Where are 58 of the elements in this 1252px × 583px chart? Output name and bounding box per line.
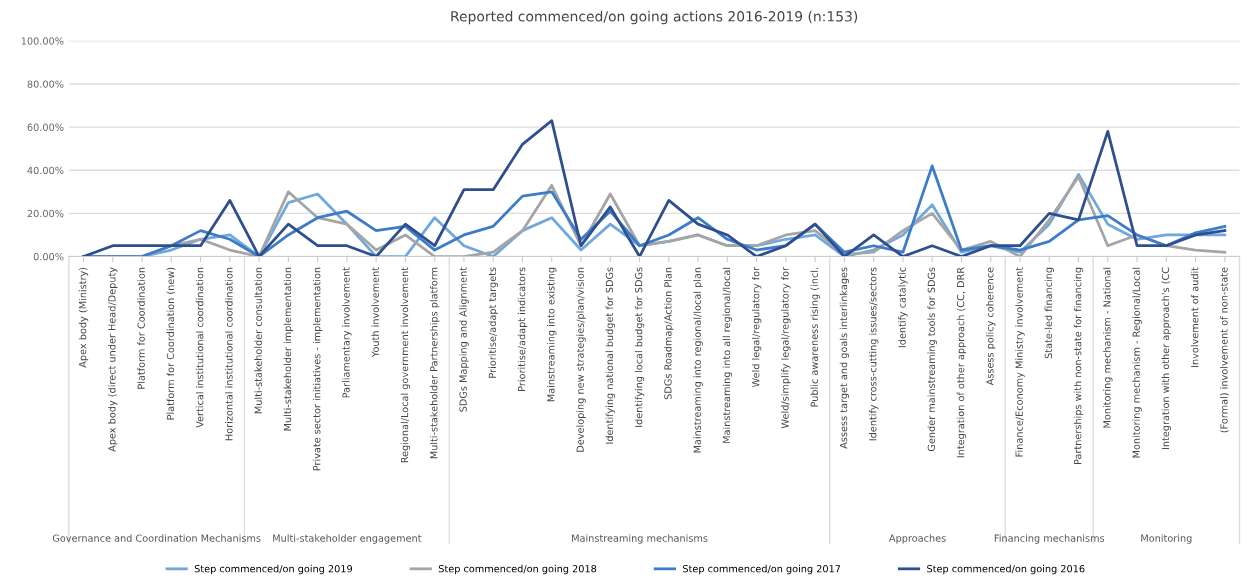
x-tick-label: Platform for Coordination (new) (166, 267, 176, 420)
legend-label: Step commenced/on going 2019 (194, 564, 353, 575)
x-tick-label: Integration of other approach (CC, DRR (956, 267, 967, 458)
x-tick-label: Identifying national budget for SDGs (605, 267, 615, 444)
y-tick-label: 40.00% (27, 166, 64, 175)
x-tick-label: Identifying local budget for SDGs (634, 267, 645, 427)
legend-label: Step commenced/on going 2018 (438, 564, 597, 575)
x-tick-label: Prioritise/adapt indicators (517, 267, 528, 391)
x-tick-label: State-led financing (1044, 267, 1054, 359)
x-tick-label: Weld/simplify legal/regulatory for (781, 266, 791, 429)
x-tick-label: Multi-stakeholder consultation (254, 267, 262, 414)
x-tick-label: SDGs Roadmap/Action Plan (664, 267, 674, 400)
text: Monitoring (1141, 534, 1192, 544)
y-tick-label: 80.00% (27, 80, 64, 88)
x-tick-label: Identify catalytic (898, 267, 908, 348)
x-tick-label: Mainstreaming into all regional/local (722, 267, 733, 443)
x-tick-label: Mainstreaming into existing (547, 267, 557, 402)
x-tick-label: Multi-stakeholder Partnerships platform (429, 267, 440, 459)
text: Governance and Coordination Mechanisms (52, 534, 261, 542)
x-tick-label: Regional/Local government involvement (400, 267, 411, 463)
x-tick-label: Assess target and goals interlinkages (839, 267, 850, 449)
x-tick-label: Finance/Economy Ministry involvement (1015, 267, 1025, 457)
chart-title: Reported commenced/on going actions 2016-2019 (n:153) (451, 10, 858, 25)
x-tick-label: Prioritise/adapt targets (488, 267, 498, 378)
x-tick-label: Multi-stakeholder implementation (283, 267, 294, 431)
x-tick-label: Monitoring mechanism - National (1103, 267, 1113, 428)
x-tick-label: Platform for Coordination (137, 267, 145, 389)
text: Mainstreaming mechanisms (572, 534, 708, 544)
x-tick-label: Youth involvement (371, 267, 379, 358)
x-tick-label: Apex body (Ministry) (78, 267, 89, 368)
text: Multi-stakeholder engagement (273, 534, 422, 544)
x-tick-label: Public awareness rising (incl. (810, 267, 820, 407)
x-tick-label: Horizontal institutional coordination (225, 267, 233, 441)
line-series (82, 119, 1227, 257)
x-tick-label: Apex body (direct under Head/Deputy (108, 267, 118, 452)
x-tick-label: Involvement of audit (1190, 267, 1199, 367)
x-tick-label: Integration with other approach's (CC (1161, 267, 1172, 450)
x-tick-label: Vertical institutional coordination (195, 267, 204, 428)
y-tick-label: 20.00% (27, 209, 64, 218)
x-tick-label: (Formal) involvement of non-state (1220, 267, 1229, 433)
y-tick-label: 100.00% (21, 37, 64, 45)
y-tick-label: 0.00% (33, 253, 64, 261)
x-tick-label: Developing new strategies/plan/vision (576, 267, 586, 452)
y-tick-label: 60.00% (27, 123, 64, 131)
x-tick-label: SDGs Mapping and Alignment (459, 267, 469, 412)
text: Financing mechanisms (994, 534, 1105, 544)
x-tick-label: Parliamentary involvement (342, 267, 352, 398)
legend-label: Step commenced/on going 2017 (683, 564, 841, 575)
legend-label: Step commenced/on going 2016 (927, 564, 1085, 575)
x-tick-label: Mainstreaming into regional/local plan (693, 267, 703, 453)
x-tick-label: Assess policy coherence (986, 267, 996, 386)
x-tick-label: Monitoring mechanism - Regional/Local (1132, 267, 1142, 458)
x-tick-label: Gender mainstreaming tools for SDGs (927, 267, 937, 452)
x-tick-label: Private sector initiatives - implementation (312, 267, 323, 471)
x-tick-label: Partnerships with non-state for financing (1073, 267, 1084, 465)
x-tick-label: Weld legal/regulatory for (751, 266, 762, 388)
text: Approaches (889, 534, 946, 544)
x-tick-label: Identify cross-cutting issues/sectors (868, 267, 879, 441)
